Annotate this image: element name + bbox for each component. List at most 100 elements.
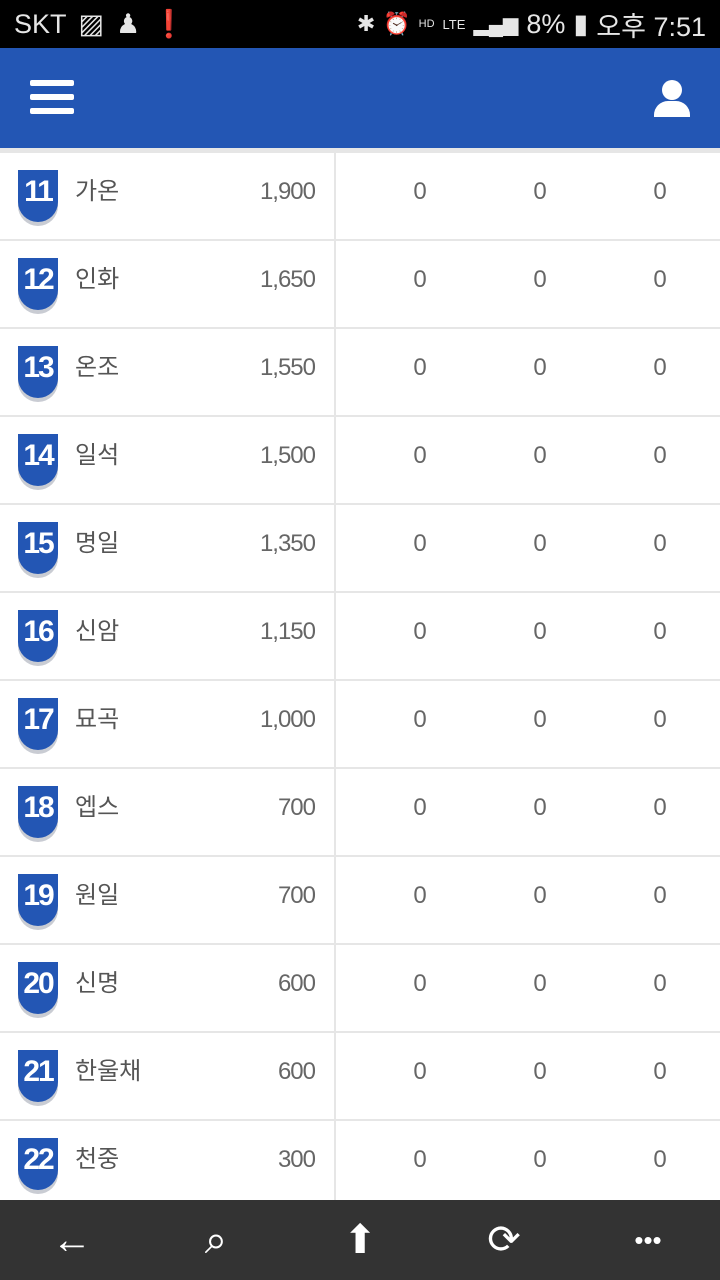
col1-value: 0 [413, 178, 427, 205]
table-row[interactable]: 15 명일 1,350 0 0 0 [0, 505, 720, 593]
alarm-icon: ⏰ [383, 11, 411, 36]
col2-value: 0 [533, 354, 547, 381]
signal-icon: ▂▄▆ [473, 13, 519, 36]
hd-voice-icon: HD [418, 18, 435, 30]
home-icon[interactable]: ⬆ [343, 1218, 377, 1262]
user-icon[interactable] [654, 80, 690, 117]
table-row[interactable]: 13 온조 1,550 0 0 0 [0, 329, 720, 417]
table-row[interactable]: 16 신암 1,150 0 0 0 [0, 593, 720, 681]
col1-value: 0 [413, 530, 427, 557]
refresh-icon[interactable]: ⟳ [487, 1218, 521, 1262]
col2-value: 0 [533, 178, 547, 205]
more-icon[interactable]: ••• [634, 1224, 662, 1255]
col3-value: 0 [653, 1146, 667, 1173]
team-name: 인화 [75, 266, 120, 293]
col3-value: 0 [653, 882, 667, 909]
rank-badge: 17 [18, 698, 58, 750]
rank-badge: 16 [18, 610, 58, 662]
carrier: SKT [14, 8, 67, 39]
team-name: 원일 [75, 882, 120, 909]
team-name: 엡스 [75, 794, 120, 821]
notification-icon: ♟ [116, 8, 141, 39]
col3-value: 0 [653, 530, 667, 557]
table-row[interactable]: 17 묘곡 1,000 0 0 0 [0, 681, 720, 769]
table-row[interactable]: 19 원일 700 0 0 0 [0, 857, 720, 945]
score: 1,650 [259, 266, 316, 293]
search-user-icon[interactable]: ⌕ [204, 1217, 228, 1262]
alert-icon: ❗ [152, 9, 186, 39]
rank-badge: 18 [18, 786, 58, 838]
score: 1,500 [259, 442, 316, 469]
rank-badge: 15 [18, 522, 58, 574]
table-row[interactable]: 12 인화 1,650 0 0 0 [0, 241, 720, 329]
team-name: 한울채 [75, 1058, 142, 1085]
app-header [0, 48, 720, 148]
score: 1,350 [259, 530, 316, 557]
back-icon[interactable]: ← [52, 1217, 92, 1262]
team-name: 신암 [75, 618, 120, 645]
score: 600 [277, 1058, 316, 1085]
col3-value: 0 [653, 618, 667, 645]
col2-value: 0 [533, 882, 547, 909]
col2-value: 0 [533, 442, 547, 469]
col1-value: 0 [413, 354, 427, 381]
rank-badge: 21 [18, 1050, 58, 1102]
score: 600 [277, 970, 316, 997]
score: 1,900 [259, 178, 316, 205]
rank-badge: 22 [18, 1138, 58, 1190]
col3-value: 0 [653, 1058, 667, 1085]
col2-value: 0 [533, 706, 547, 733]
col3-value: 0 [653, 442, 667, 469]
battery-icon: ▮ [573, 8, 589, 39]
rank-badge: 12 [18, 258, 58, 310]
col1-value: 0 [413, 706, 427, 733]
team-name: 명일 [75, 530, 120, 557]
col2-value: 0 [533, 618, 547, 645]
team-name: 신명 [75, 970, 120, 997]
lte-icon: LTE [442, 16, 466, 32]
col1-value: 0 [413, 882, 427, 909]
col1-value: 0 [413, 1058, 427, 1085]
col3-value: 0 [653, 354, 667, 381]
col1-value: 0 [413, 1146, 427, 1173]
score: 700 [277, 794, 316, 821]
team-name: 천중 [75, 1146, 120, 1173]
clock: 오후 7:51 [596, 11, 706, 42]
table-row[interactable]: 18 엡스 700 0 0 0 [0, 769, 720, 857]
rank-badge: 11 [18, 170, 58, 222]
table-row[interactable]: 14 일석 1,500 0 0 0 [0, 417, 720, 505]
image-icon: ▨ [78, 8, 105, 39]
col2-value: 0 [533, 1146, 547, 1173]
table-row[interactable]: 20 신명 600 0 0 0 [0, 945, 720, 1033]
col2-value: 0 [533, 266, 547, 293]
table-row[interactable]: 11 가온 1,900 0 0 0 [0, 153, 720, 241]
score: 700 [277, 882, 316, 909]
team-name: 묘곡 [75, 706, 120, 733]
score: 1,000 [259, 706, 316, 733]
col1-value: 0 [413, 794, 427, 821]
col2-value: 0 [533, 1058, 547, 1085]
col1-value: 0 [413, 970, 427, 997]
col1-value: 0 [413, 618, 427, 645]
table-row[interactable]: 21 한울채 600 0 0 0 [0, 1033, 720, 1121]
col1-value: 0 [413, 266, 427, 293]
hamburger-icon[interactable] [30, 80, 74, 116]
team-name: 일석 [75, 442, 120, 469]
col3-value: 0 [653, 178, 667, 205]
team-name: 가온 [75, 178, 120, 205]
table-row[interactable]: 22 천중 300 0 0 0 [0, 1121, 720, 1200]
status-bar: SKT ▨ ♟ ❗ ✱ ⏰ HD LTE ▂▄▆ 8% ▮ 오후 7:51 [0, 0, 720, 48]
score: 1,150 [259, 618, 316, 645]
col1-value: 0 [413, 442, 427, 469]
rank-badge: 14 [18, 434, 58, 486]
score: 300 [277, 1146, 316, 1173]
col3-value: 0 [653, 970, 667, 997]
col3-value: 0 [653, 794, 667, 821]
col2-value: 0 [533, 794, 547, 821]
battery-text: 8% [526, 8, 566, 39]
bottom-nav: ← ⌕ ⬆ ⟳ ••• [0, 1200, 720, 1280]
col3-value: 0 [653, 706, 667, 733]
ranking-table: 11 가온 1,900 0 0 0 12 인화 1,650 0 0 0 13 온조 … [0, 148, 720, 1200]
col3-value: 0 [653, 266, 667, 293]
rank-badge: 20 [18, 962, 58, 1014]
